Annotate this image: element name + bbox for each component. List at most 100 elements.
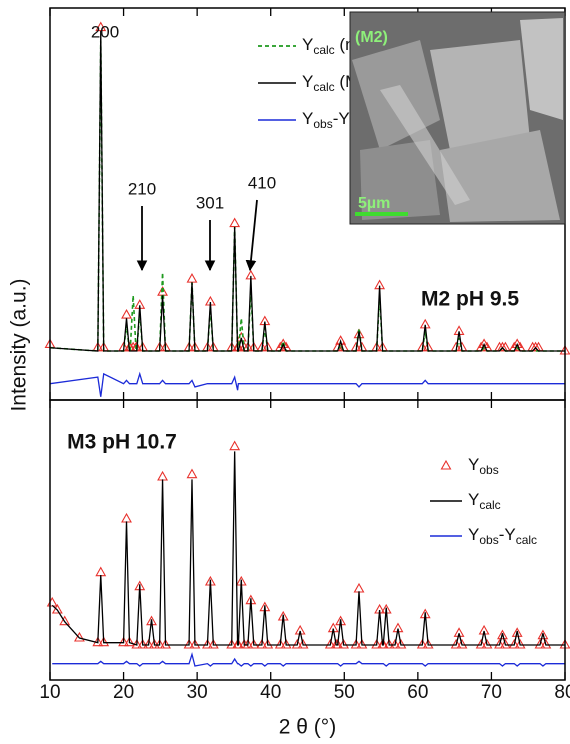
obs-point	[383, 638, 395, 649]
obs-point	[232, 638, 244, 649]
plot-frame	[49, 399, 566, 681]
obs-point	[481, 638, 493, 649]
obs-point	[124, 636, 135, 647]
x-tick-label: 70	[481, 682, 502, 703]
obs-point	[202, 638, 213, 649]
legend-swatch	[440, 459, 452, 470]
obs-point	[456, 638, 468, 649]
obs-point	[350, 638, 362, 649]
obs-point	[229, 217, 241, 228]
obs-point	[118, 636, 130, 647]
obs-point	[475, 638, 487, 649]
obs-point	[514, 638, 526, 649]
obs-point	[274, 638, 286, 649]
obs-point	[324, 638, 336, 649]
obs-point	[143, 638, 155, 649]
annotation: M2 pH 9.5	[421, 288, 519, 311]
annotation: 410	[248, 173, 276, 192]
obs-point	[46, 596, 58, 607]
x-tick-label: 30	[187, 682, 208, 703]
obs-point	[149, 638, 160, 649]
obs-point	[121, 512, 132, 523]
y-axis-label: Intensity (a.u.)	[8, 278, 31, 411]
obs-point	[297, 638, 309, 649]
obs-point	[98, 636, 110, 647]
obs-point	[95, 21, 107, 32]
series-line	[49, 30, 565, 352]
legend-label: Yobs-Ycalc	[468, 525, 537, 547]
obs-point	[356, 638, 368, 649]
x-tick-label: 50	[334, 682, 355, 703]
obs-point	[377, 638, 389, 649]
obs-point	[160, 638, 171, 649]
inset-label: (M2)	[355, 29, 388, 46]
series-line	[49, 371, 565, 397]
obs-point	[338, 638, 349, 649]
x-tick-label: 60	[407, 682, 428, 703]
obs-point	[248, 638, 260, 649]
obs-point	[256, 638, 268, 649]
obs-point	[157, 286, 169, 296]
obs-point	[534, 638, 546, 649]
obs-point	[540, 638, 552, 649]
obs-point	[226, 638, 238, 649]
obs-point	[395, 638, 407, 649]
annotation-arrow	[245, 199, 258, 272]
x-tick-label: 40	[260, 682, 281, 703]
obs-point	[262, 638, 274, 649]
annotation: M3 pH 10.7	[67, 431, 177, 454]
obs-point	[73, 631, 85, 642]
obs-point	[335, 335, 347, 345]
obs-point	[280, 638, 292, 649]
obs-point	[508, 638, 520, 649]
obs-point	[51, 603, 63, 614]
obs-point	[499, 638, 511, 649]
obs-point	[537, 629, 549, 640]
obs-point	[95, 566, 107, 577]
obs-point	[453, 627, 465, 637]
obs-point	[450, 638, 462, 649]
sem-texture	[360, 140, 440, 220]
obs-point	[371, 638, 383, 649]
sem-texture	[430, 40, 530, 150]
obs-point	[59, 615, 71, 626]
obs-point	[229, 440, 241, 451]
obs-point	[121, 308, 132, 319]
obs-point	[137, 638, 149, 649]
obs-point	[186, 273, 198, 283]
sem-texture	[520, 18, 563, 120]
series-line	[51, 451, 565, 646]
sem-inset: (M2) 5µm	[349, 11, 566, 225]
annotation: 210	[128, 179, 156, 198]
obs-point	[291, 638, 303, 649]
annotation: 301	[196, 193, 224, 212]
obs-point	[416, 638, 428, 649]
x-tick-label: 10	[39, 682, 60, 703]
legend-label: Ycalc	[468, 490, 501, 512]
obs-point	[186, 468, 198, 479]
x-axis-label: 2 θ (°)	[279, 716, 336, 739]
obs-point	[157, 470, 169, 481]
scale-bar-label: 5µm	[358, 195, 390, 212]
obs-point	[154, 638, 166, 649]
sem-texture	[380, 85, 470, 205]
obs-point	[494, 638, 505, 649]
obs-point	[389, 638, 401, 649]
obs-point	[497, 629, 508, 640]
x-tick-label: 20	[113, 682, 134, 703]
annotation: 200	[91, 22, 119, 41]
sem-texture	[440, 130, 560, 222]
obs-point	[353, 582, 365, 593]
obs-point	[207, 638, 219, 649]
obs-point	[242, 638, 254, 649]
x-tick-label: 80	[554, 682, 570, 703]
obs-point	[183, 638, 195, 649]
series-line	[52, 651, 565, 667]
obs-point	[422, 638, 434, 649]
obs-point	[353, 328, 365, 339]
obs-point	[189, 638, 201, 649]
obs-point	[511, 627, 523, 637]
legend-label: Yobs	[468, 455, 499, 477]
